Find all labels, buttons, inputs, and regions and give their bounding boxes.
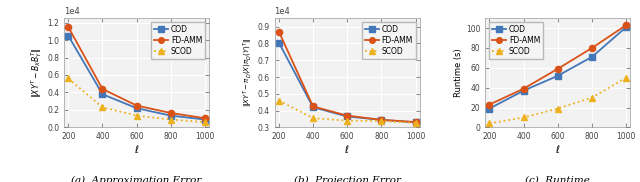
FD-AMM [622,24,630,26]
SCOD [378,120,385,122]
Line: FD-AMM: FD-AMM [486,22,629,108]
SCOD [486,122,493,124]
Text: (c)  Runtime: (c) Runtime [525,175,590,182]
X-axis label: $\ell$: $\ell$ [555,143,561,155]
Line: COD: COD [486,24,629,112]
Legend: COD, FD-AMM, SCOD: COD, FD-AMM, SCOD [362,22,416,59]
FD-AMM [275,31,283,33]
FD-AMM [132,104,140,107]
Line: SCOD: SCOD [486,75,629,126]
X-axis label: $\ell$: $\ell$ [344,143,350,155]
FD-AMM [99,88,106,90]
COD [132,107,140,109]
Text: (b)  Projection Error: (b) Projection Error [294,175,401,182]
SCOD [309,117,317,119]
Legend: COD, FD-AMM, SCOD: COD, FD-AMM, SCOD [151,22,205,59]
SCOD [275,99,283,102]
COD [412,121,419,123]
Line: FD-AMM: FD-AMM [276,29,419,125]
COD [554,75,562,77]
FD-AMM [554,68,562,70]
Line: COD: COD [276,39,419,125]
SCOD [412,122,419,124]
SCOD [65,77,72,80]
SCOD [343,120,351,122]
FD-AMM [167,112,175,114]
SCOD [520,116,527,118]
Line: SCOD: SCOD [276,97,419,126]
Y-axis label: $\|XY^T - B_X B_Y^T\|$: $\|XY^T - B_X B_Y^T\|$ [29,48,44,98]
FD-AMM [343,114,351,117]
X-axis label: $\ell$: $\ell$ [134,143,140,155]
COD [588,56,596,58]
SCOD [201,121,209,123]
COD [167,114,175,117]
FD-AMM [520,88,527,90]
FD-AMM [378,119,385,121]
COD [275,41,283,44]
COD [622,26,630,28]
Line: COD: COD [65,33,208,123]
SCOD [132,114,140,117]
FD-AMM [486,104,493,106]
COD [486,107,493,110]
FD-AMM [412,121,419,123]
COD [309,106,317,108]
SCOD [167,118,175,121]
SCOD [99,106,106,108]
FD-AMM [588,47,596,49]
FD-AMM [201,117,209,119]
Line: SCOD: SCOD [65,75,208,125]
Legend: COD, FD-AMM, SCOD: COD, FD-AMM, SCOD [489,22,543,59]
SCOD [588,96,596,99]
Y-axis label: $\|XY^T - \pi_D(X)\pi_D(Y)^T\|$: $\|XY^T - \pi_D(X)\pi_D(Y)^T\|$ [241,38,255,107]
SCOD [554,107,562,110]
Y-axis label: Runtime (s): Runtime (s) [454,48,463,97]
SCOD [622,77,630,79]
FD-AMM [65,26,72,28]
COD [343,115,351,118]
COD [378,119,385,121]
COD [65,35,72,37]
COD [201,118,209,121]
COD [520,90,527,92]
Line: FD-AMM: FD-AMM [65,24,208,121]
FD-AMM [309,105,317,108]
Text: (a)  Approximation Error: (a) Approximation Error [72,175,202,182]
COD [99,93,106,95]
